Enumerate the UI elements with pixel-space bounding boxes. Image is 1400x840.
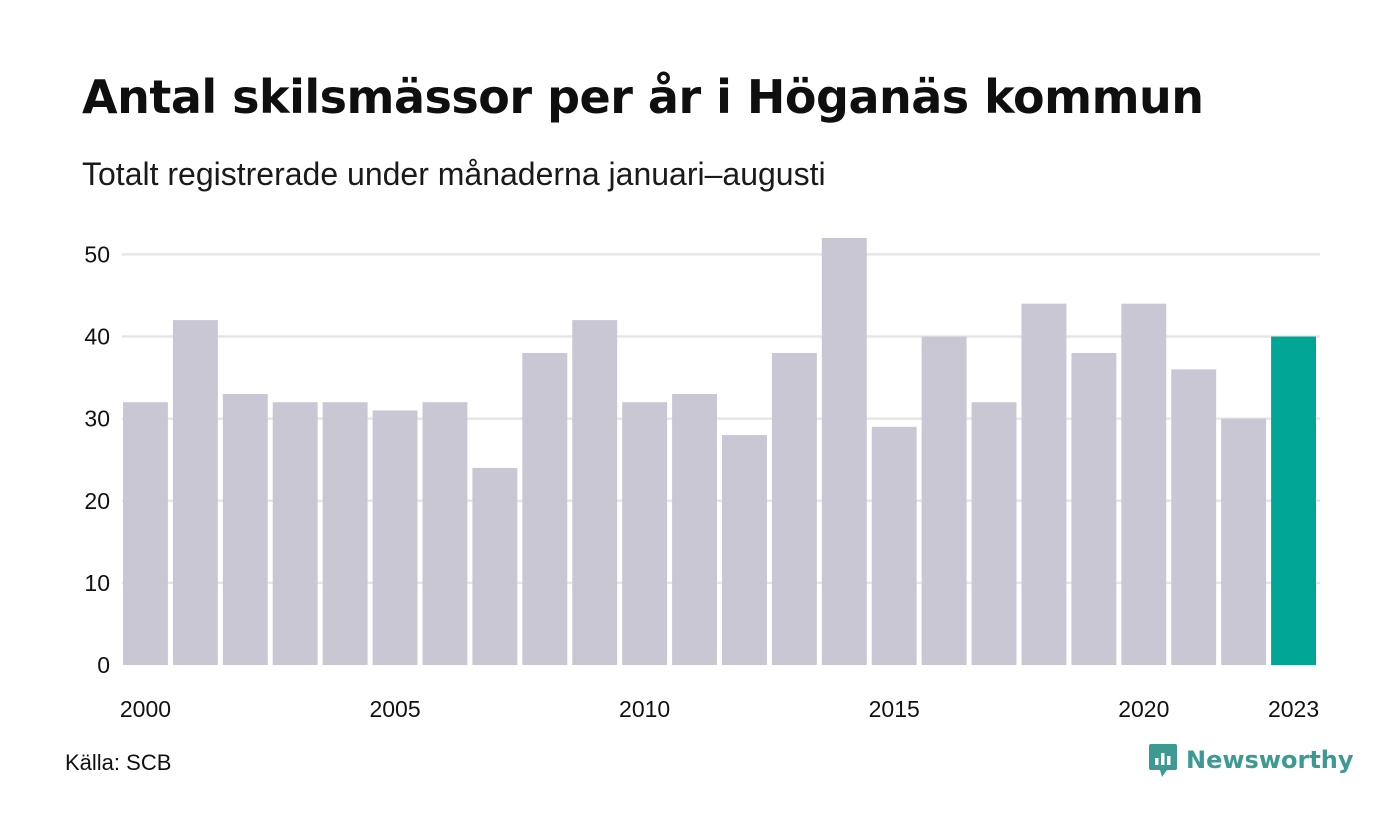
bar-2020 (1121, 303, 1167, 665)
x-tick-label: 2000 (120, 696, 171, 722)
x-tick-label: 2005 (369, 696, 420, 722)
y-tick-label: 30 (84, 406, 110, 432)
bar-2006 (422, 402, 468, 665)
bar-2001 (172, 320, 218, 665)
y-tick-label: 20 (84, 488, 110, 514)
bar-2005 (372, 410, 418, 665)
bar-2010 (622, 402, 668, 665)
bar-2019 (1071, 352, 1117, 665)
bar-2016 (921, 336, 967, 665)
bar-2021 (1171, 369, 1217, 665)
bar-2023 (1271, 336, 1316, 665)
bar-2015 (871, 426, 917, 665)
bar-2000 (123, 402, 168, 665)
bar-2014 (821, 238, 867, 665)
bar-2007 (472, 467, 518, 665)
brand-name: Newsworthy (1186, 746, 1354, 774)
chart-title: Antal skilsmässor per år i Höganäs kommu… (82, 70, 1204, 124)
x-tick-label: 2015 (869, 696, 920, 722)
bar-2003 (272, 402, 318, 665)
bar-2012 (722, 435, 767, 665)
bar-2017 (971, 402, 1017, 665)
bar-2011 (672, 394, 717, 665)
x-tick-label: 2023 (1268, 696, 1319, 722)
bar-2013 (771, 352, 817, 665)
bar-2008 (522, 352, 568, 665)
bar-2022 (1221, 418, 1267, 665)
bar-chart: 0 10 20 30 40 50 2000 2005 2010 2015 2020 2023 (84, 238, 1320, 722)
y-tick-label: 10 (84, 570, 110, 596)
bar-2009 (572, 320, 618, 665)
y-tick-label: 0 (97, 652, 110, 678)
source-note: Källa: SCB (65, 750, 172, 775)
bar-2018 (1021, 303, 1067, 665)
x-tick-label: 2020 (1118, 696, 1169, 722)
bar-2002 (222, 394, 268, 665)
bar-2004 (322, 402, 368, 665)
brand-logo: Newsworthy (1148, 742, 1354, 778)
newsworthy-icon (1149, 744, 1177, 777)
y-tick-label: 50 (84, 241, 110, 267)
x-tick-label: 2010 (619, 696, 670, 722)
y-tick-label: 40 (84, 324, 110, 350)
chart-subtitle: Totalt registrerade under månaderna janu… (82, 156, 826, 192)
